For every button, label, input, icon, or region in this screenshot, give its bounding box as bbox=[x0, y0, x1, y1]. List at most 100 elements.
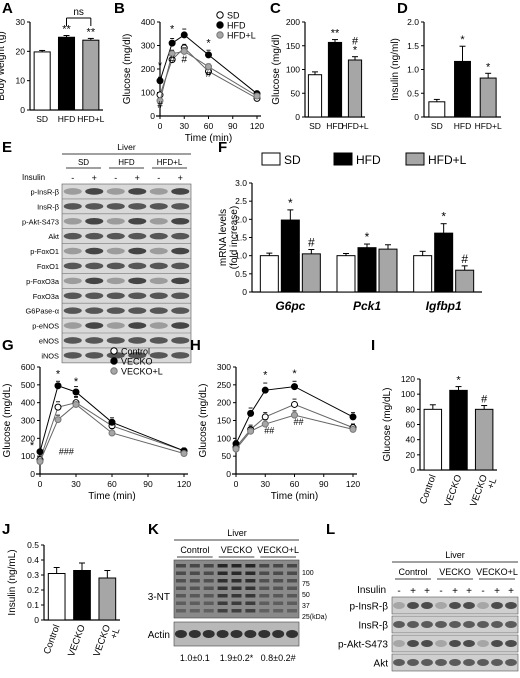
blot-band bbox=[273, 571, 284, 575]
blot-band bbox=[175, 579, 186, 583]
x-tick-label-line: VECKO bbox=[66, 623, 88, 658]
blot-band bbox=[203, 594, 214, 598]
blot-band bbox=[230, 630, 243, 638]
x-tick-label: 30 bbox=[261, 479, 271, 489]
x-tick-label: VECKO bbox=[443, 473, 465, 508]
y-tick-label: 0 bbox=[226, 469, 231, 479]
legend-swatch bbox=[261, 152, 281, 166]
insulin-sign: + bbox=[178, 173, 183, 183]
blot-band bbox=[435, 602, 447, 609]
y-tick-label: 100 bbox=[217, 433, 231, 443]
insulin-label: Insulin bbox=[357, 585, 386, 596]
blot-band bbox=[393, 621, 405, 628]
blot-band bbox=[171, 322, 190, 329]
y-tick-label: 100 bbox=[401, 389, 415, 399]
x-tick-label: HFD bbox=[58, 114, 75, 124]
blot-band bbox=[63, 292, 82, 300]
y-tick-label: 80 bbox=[406, 404, 416, 414]
bar-hfd bbox=[454, 60, 471, 118]
legend-swatch bbox=[333, 152, 353, 166]
sig-mark: ### bbox=[59, 446, 74, 456]
sig-mark: # bbox=[461, 252, 468, 266]
sig-mark: ## bbox=[293, 417, 303, 427]
bar-vecko bbox=[449, 389, 468, 471]
blot-band bbox=[272, 630, 285, 638]
marker-label: 100 bbox=[302, 570, 314, 577]
blot-band bbox=[175, 586, 186, 590]
blot-band bbox=[435, 659, 447, 666]
legend-marker bbox=[110, 347, 118, 355]
blot-row-label: p-eNOS bbox=[32, 322, 59, 331]
bar-hfd-l bbox=[347, 59, 363, 118]
data-point bbox=[108, 418, 116, 426]
y-tick-label: 0 bbox=[410, 465, 415, 475]
blot-band bbox=[407, 621, 419, 628]
blot-band bbox=[231, 601, 242, 605]
blot-band bbox=[106, 217, 125, 225]
insulin-sign: - bbox=[439, 586, 442, 597]
blot-band bbox=[287, 571, 298, 575]
y-tick-label: 0 bbox=[150, 111, 155, 121]
y-tick-label: 0.5 bbox=[235, 269, 247, 279]
blot-row-label: FoxO1 bbox=[37, 262, 59, 271]
blot-band bbox=[463, 659, 475, 666]
bar-vecko-l bbox=[98, 577, 117, 621]
data-point bbox=[261, 386, 269, 394]
blot-band bbox=[203, 571, 214, 575]
marker-label: 50 bbox=[302, 592, 310, 599]
blot-band bbox=[106, 322, 125, 329]
legend-entry: SD bbox=[284, 153, 301, 167]
blot-band bbox=[85, 307, 104, 314]
data-point bbox=[168, 39, 176, 47]
blot-band bbox=[259, 571, 270, 575]
x-tick-label: 90 bbox=[319, 479, 329, 489]
sig-mark: * bbox=[288, 196, 293, 210]
blot-band bbox=[287, 586, 298, 590]
blot-band bbox=[175, 564, 186, 568]
blot-band bbox=[106, 203, 125, 210]
blot-row-label: Actin bbox=[148, 630, 170, 641]
blot-band bbox=[106, 262, 125, 270]
data-point bbox=[180, 449, 188, 457]
insulin-sign: + bbox=[494, 586, 500, 597]
blot-band bbox=[287, 579, 298, 583]
data-point bbox=[156, 77, 164, 85]
y-tick-label: 250 bbox=[217, 380, 231, 390]
blot-band bbox=[85, 203, 104, 210]
blot-group-label: VECKO bbox=[439, 567, 471, 577]
blot-band bbox=[286, 630, 299, 638]
blot-band bbox=[128, 188, 147, 195]
blot-band bbox=[171, 337, 190, 344]
blot-band bbox=[85, 292, 104, 300]
blot-band bbox=[171, 262, 190, 270]
x-category-label: Igfbp1 bbox=[426, 299, 462, 313]
blot-band bbox=[149, 188, 168, 195]
data-point bbox=[349, 413, 357, 421]
bar-hfd-l bbox=[479, 77, 497, 118]
x-tick-label: VECKO bbox=[66, 623, 88, 658]
blot-band bbox=[128, 277, 147, 285]
blot-band bbox=[217, 586, 228, 590]
y-tick-label: 150 bbox=[286, 41, 300, 51]
sig-mark: ** bbox=[62, 23, 71, 35]
x-tick-label: 0 bbox=[234, 479, 239, 489]
y-tick-label: 200 bbox=[141, 64, 155, 74]
data-point bbox=[36, 458, 44, 466]
insulin-sign: + bbox=[508, 586, 514, 597]
legend-entry: HFD bbox=[227, 21, 246, 31]
legend-entry: HFD+L bbox=[227, 31, 256, 41]
blot-band bbox=[63, 277, 82, 285]
blot-band bbox=[189, 579, 200, 583]
bar-control bbox=[423, 408, 443, 471]
insulin-sign: + bbox=[92, 173, 97, 183]
bar bbox=[434, 232, 454, 293]
legend-entry: Control bbox=[121, 347, 150, 357]
y-axis-label: Glucose (mg/dL) bbox=[198, 384, 209, 458]
bar-vecko-l bbox=[474, 408, 494, 471]
y-tick-label: 0.5 bbox=[27, 540, 39, 550]
x-tick-label: Control bbox=[42, 623, 63, 656]
blot-band bbox=[231, 609, 242, 613]
blot-band bbox=[171, 188, 190, 195]
blot-band bbox=[171, 247, 190, 255]
y-tick-label: 120 bbox=[401, 374, 415, 384]
